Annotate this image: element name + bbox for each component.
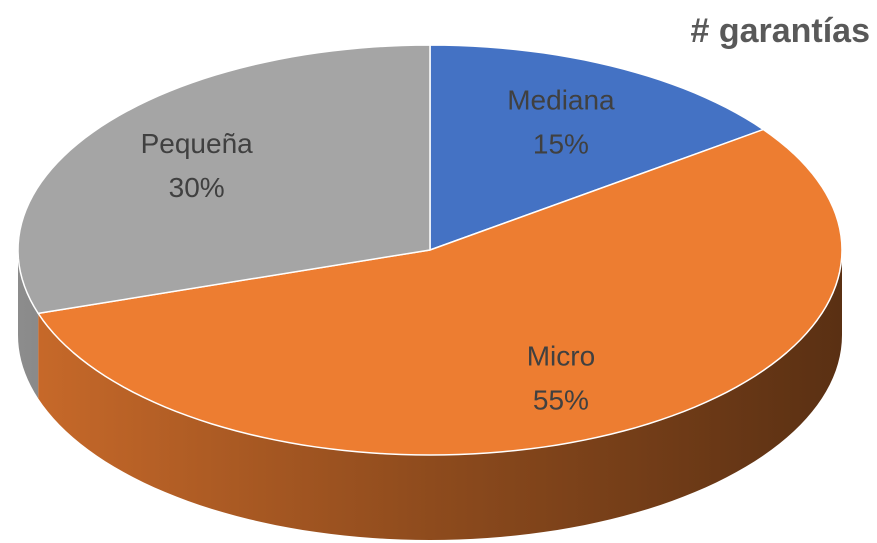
slice-label: Pequeña [141,128,254,159]
slice-value-label: 30% [169,172,225,203]
pie-slice [429,44,765,251]
pie-side [18,250,39,399]
slice-label: Micro [527,340,595,371]
slice-value-label: 55% [533,384,589,415]
slice-label: Mediana [507,85,615,116]
pie-slice [17,44,431,315]
pie-slice [37,128,843,456]
pie-side [38,250,842,540]
slice-value-label: 15% [533,129,589,160]
chart-title: # garantías [690,12,870,50]
